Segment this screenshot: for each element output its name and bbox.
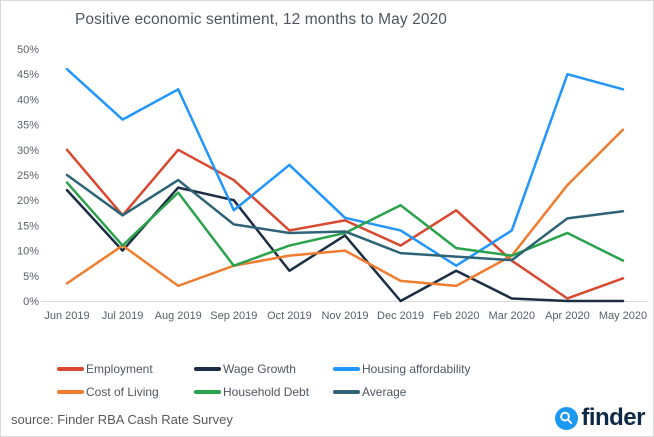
finder-logo: finder — [555, 405, 645, 431]
finder-logo-text: finder — [581, 404, 645, 431]
y-tick-label: 15% — [17, 220, 39, 232]
legend-label: Cost of Living — [86, 385, 159, 399]
legend-label: Employment — [86, 362, 153, 376]
legend-item-wage-growth: Wage Growth — [194, 362, 333, 376]
legend-label: Wage Growth — [223, 362, 296, 376]
legend-item-housing-affordability: Housing affordability — [333, 362, 563, 376]
x-tick-label: Mar 2020 — [489, 310, 535, 322]
legend-swatch — [333, 390, 360, 394]
line-chart: 0% 5% 10% 15% 20% 25% 30% 35% 40% 45% 50% Jun 2019 J… — [17, 44, 647, 322]
series-line-employment — [65, 148, 625, 300]
y-tick-label: 25% — [17, 170, 39, 182]
y-tick-label: 0% — [23, 296, 39, 308]
legend-item-employment: Employment — [57, 362, 194, 376]
legend-swatch — [57, 367, 84, 371]
legend-swatch — [57, 390, 84, 394]
source-caption: source: Finder RBA Cash Rate Survey — [11, 412, 233, 427]
x-tick-label: Nov 2019 — [321, 310, 368, 322]
x-tick-label: Sep 2019 — [210, 310, 257, 322]
legend-label: Housing affordability — [362, 362, 471, 376]
x-tick-label: Aug 2019 — [155, 310, 202, 322]
series-line-household-debt — [65, 181, 625, 267]
legend: Employment Wage Growth Housing affordabili… — [57, 362, 563, 399]
x-tick-label: May 2020 — [599, 310, 647, 322]
y-tick-label: 35% — [17, 120, 39, 132]
series-line-housing-affordability — [65, 67, 625, 267]
x-tick-label: Apr 2020 — [545, 310, 590, 322]
x-tick-label: Jul 2019 — [102, 310, 144, 322]
y-tick-label: 10% — [17, 246, 39, 258]
y-tick-label: 50% — [17, 44, 39, 56]
legend-swatch — [194, 390, 221, 394]
legend-label: Average — [362, 385, 407, 399]
y-tick-label: 20% — [17, 195, 39, 207]
legend-item-household-debt: Household Debt — [194, 385, 333, 399]
y-tick-label: 30% — [17, 145, 39, 157]
legend-label: Household Debt — [223, 385, 310, 399]
series-line-average — [65, 173, 625, 262]
legend-swatch — [333, 367, 360, 371]
y-tick-label: 40% — [17, 94, 39, 106]
legend-swatch — [194, 367, 221, 371]
x-tick-label: Jun 2019 — [44, 310, 89, 322]
y-tick-label: 5% — [23, 271, 39, 283]
x-tick-label: Dec 2019 — [377, 310, 424, 322]
series-line-cost-of-living — [65, 128, 625, 288]
chart-title: Positive economic sentiment, 12 months t… — [74, 11, 448, 28]
x-tick-label: Oct 2019 — [267, 310, 312, 322]
magnifier-icon — [555, 406, 579, 430]
legend-item-cost-of-living: Cost of Living — [57, 385, 194, 399]
legend-item-average: Average — [333, 385, 563, 399]
y-tick-label: 45% — [17, 69, 39, 81]
x-tick-label: Feb 2020 — [433, 310, 479, 322]
